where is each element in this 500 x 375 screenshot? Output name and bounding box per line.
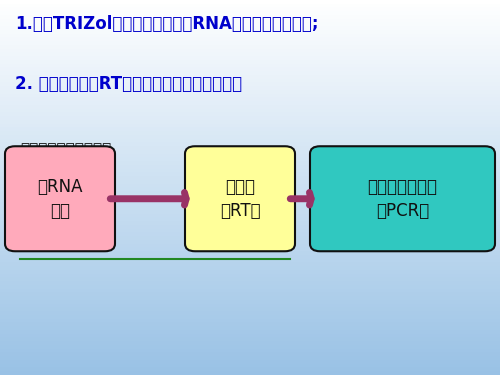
Text: 反转录
（RT）: 反转录 （RT） bbox=[220, 178, 260, 219]
Text: 聚合酶链式反应
（PCR）: 聚合酶链式反应 （PCR） bbox=[368, 178, 438, 219]
FancyBboxPatch shape bbox=[310, 146, 495, 251]
FancyBboxPatch shape bbox=[5, 146, 115, 251]
Text: 总RNA
提取: 总RNA 提取 bbox=[37, 178, 83, 219]
Text: 检测目的基因的表达：: 检测目的基因的表达： bbox=[20, 142, 111, 158]
Text: 1.掌握TRIZol试剂法提取细胞总RNA的原理和实验步骤;: 1.掌握TRIZol试剂法提取细胞总RNA的原理和实验步骤; bbox=[15, 15, 318, 33]
Text: 2. 掌握反转录（RT）的基本原理和操作步骤。: 2. 掌握反转录（RT）的基本原理和操作步骤。 bbox=[15, 75, 242, 93]
FancyBboxPatch shape bbox=[185, 146, 295, 251]
